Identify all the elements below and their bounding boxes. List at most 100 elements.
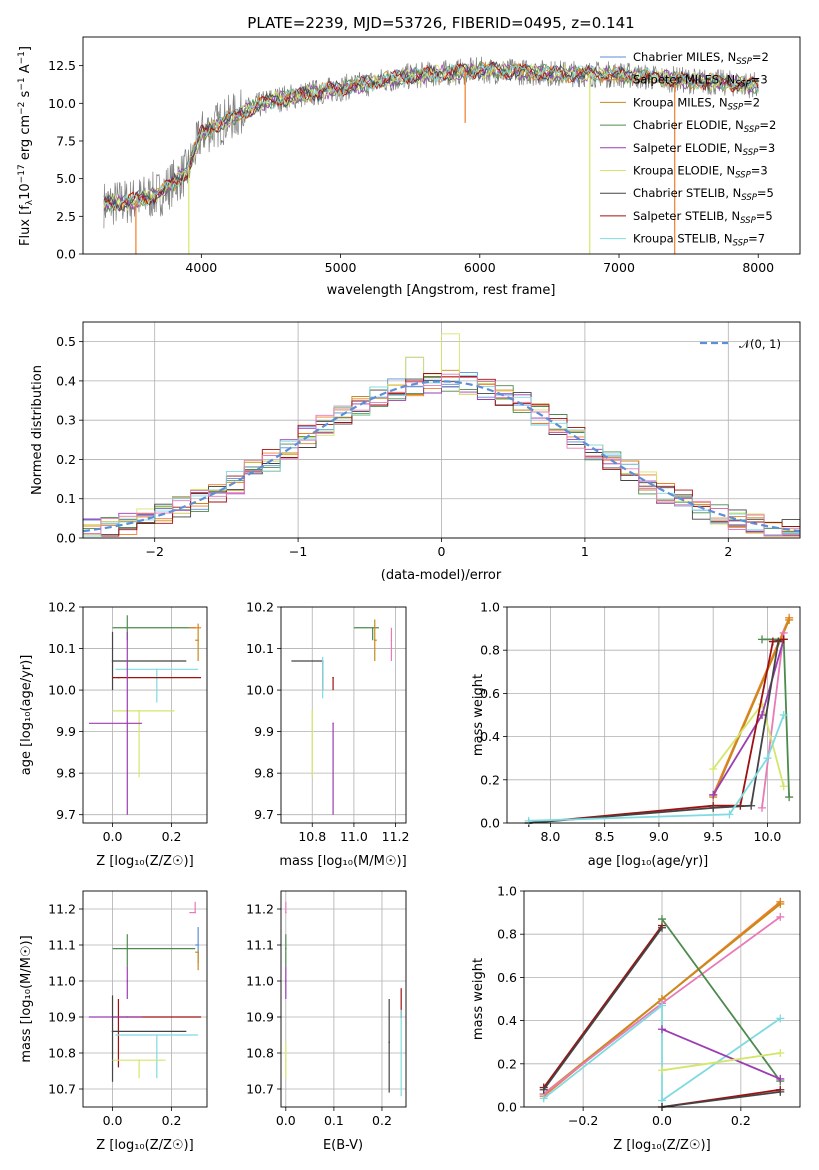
weight_vs_Z-series-3: [542, 925, 663, 1089]
residuals-xtick-label-0: −2: [145, 544, 163, 559]
mass_vs_Z-ytick-label-1: 10.8: [48, 1046, 76, 1061]
mass_vs_Z-point-4: [126, 980, 129, 982]
mass_vs_Z-frame: [82, 890, 208, 1108]
weight_vs_Z-xtick-label-2: 0.2: [731, 1113, 751, 1128]
age_vs_mass-point-5: [332, 676, 334, 679]
age_vs_Z-ytick-label-0: 9.7: [56, 807, 76, 822]
mass_vs_Z-ytick-label-5: 11.2: [48, 902, 76, 917]
weight_vs_Z-marker-8-1: [776, 1049, 785, 1057]
weight_vs_age-xtick-label-1: 8.5: [595, 829, 615, 844]
age_vs_mass-point-1: [373, 639, 376, 642]
mass_vs_ebv-points: [285, 901, 402, 1097]
weight_vs_Z-marker-2-2: [776, 912, 785, 921]
legend-label-6: Chabrier STELIB, NSSP=5: [633, 186, 774, 203]
age_vs_mass-xtick-label-0: 10.8: [298, 829, 326, 844]
weight_vs_Z-series-7: [661, 1028, 781, 1080]
age-vs-mass-panel: mass [log₁₀(M/M☉)] 10.8 11.0 11.2 9.7 9.8 9.9…: [246, 600, 409, 870]
spectrum-xtick-label-0: 4000: [185, 260, 217, 275]
weight_vs_age-marker-4-1: [758, 711, 767, 719]
spectrum-xtick-label-2: 6000: [464, 260, 496, 275]
residuals-panel: (data-model)/error Normed distribution −…: [30, 321, 801, 583]
legend-label-0: Chabrier MILES, NSSP=2: [633, 50, 769, 67]
weight_vs_Z-series-8: [661, 1052, 781, 1072]
weight_vs_age-series-7: [528, 641, 780, 824]
weight_vs_age-ytick-label-5: 1.0: [480, 600, 500, 615]
mass_vs_ebv-point-6: [400, 1052, 402, 1054]
age_vs_Z-point-5: [117, 676, 120, 679]
weight_vs_Z-marker-7-1: [776, 1074, 785, 1083]
weight_vs_age-ytick-label-3: 0.6: [480, 686, 500, 701]
weight_vs_Z-ytick-label-5: 1.0: [497, 884, 517, 899]
age_vs_mass-point-4: [321, 668, 324, 671]
weight_vs_Z-ytick-label-3: 0.6: [497, 970, 517, 985]
spectrum-xtick-label-4: 8000: [742, 260, 774, 275]
spectrum-xtick-label-3: 7000: [603, 260, 635, 275]
age_vs_mass-point-2: [390, 639, 393, 642]
legend-label-5: Kroupa ELODIE, NSSP=3: [633, 164, 768, 181]
mass_vs_Z-point-1: [197, 944, 199, 946]
weight_vs_age-ytick-label-0: 0.0: [480, 816, 500, 831]
age_vs_Z-xtick-label-1: 0.2: [162, 829, 182, 844]
weight_vs_age-ytick-label-4: 0.8: [480, 643, 500, 658]
residuals-ylabel: Normed distribution: [30, 365, 45, 495]
spectrum-xtick-label-1: 5000: [325, 260, 357, 275]
weight_vs_age-marker-1-1: [785, 615, 794, 624]
age_vs_mass-point-7: [332, 722, 334, 725]
weight-vs-age-panel: age [log₁₀(age/yr)] mass weight 8.0 8.5 9.…: [471, 600, 801, 869]
legend-label-7: Salpeter STELIB, NSSP=5: [633, 209, 773, 226]
weight_vs_age-marker-5-0: [758, 635, 767, 644]
residuals-xtick-label-3: 1: [581, 544, 589, 559]
weight_vs_Z-marker-8-0: [658, 1066, 666, 1075]
weight_vs_Z-series-4: [542, 927, 663, 1091]
mass-z-ylabel: mass [log₁₀(M/M☉)]: [19, 935, 34, 1062]
mass_vs_Z-ytick-label-3: 11.0: [48, 974, 76, 989]
weight-vs-z-panel: Z [log₁₀(Z/Z☉)] mass weight −0.2 0.0 0.2 0.…: [471, 884, 801, 1153]
weight_vs_Z-series-5: [543, 1003, 781, 1103]
spectrum-ytick-label-3: 7.5: [56, 133, 76, 148]
mass_vs_ebv-ytick-label-1: 10.8: [246, 1046, 274, 1061]
weight-z-ylabel: mass weight: [471, 958, 486, 1040]
mass-ebv-xlabel: E(B-V): [323, 1138, 363, 1153]
residuals-xtick-label-1: −1: [289, 544, 307, 559]
age_vs_Z-frame: [82, 606, 208, 824]
age_vs_mass-ytick-label-0: 9.7: [254, 807, 274, 822]
mass_vs_ebv-xtick-label-2: 0.2: [372, 1113, 392, 1128]
spectrum-ylabel: Flux [fλ10−17 erg cm−2 s−1 A−1]: [17, 46, 35, 246]
weight_vs_age-series-2: [761, 632, 785, 809]
mass_vs_ebv-ytick-label-3: 11.0: [246, 974, 274, 989]
weight_vs_Z-ytick-label-2: 0.4: [497, 1013, 517, 1028]
spectrum-model-salpeter_stelib: [103, 61, 759, 212]
age_vs_mass-ytick-label-5: 10.2: [246, 600, 274, 615]
weight_vs_Z-marker-4-0: [539, 1085, 548, 1094]
mass_vs_ebv-point-3: [285, 1059, 287, 1061]
spectrum-ytick-label-1: 2.5: [56, 209, 76, 224]
spectrum-model-kroupa_stelib: [103, 63, 759, 213]
legend-label-2: Kroupa MILES, NSSP=2: [633, 95, 760, 112]
weight_vs_Z-ytick-label-0: 0.0: [497, 1100, 517, 1115]
age_vs_Z-point-7: [126, 722, 129, 725]
age-z-xlabel: Z [log₁₀(Z/Z☉)]: [96, 854, 193, 869]
age_vs_mass-points: [291, 619, 393, 815]
age_vs_Z-ytick-label-1: 9.8: [56, 766, 76, 781]
weight_vs_age-marker-8-3: [779, 711, 788, 719]
mass_vs_Z-point-0: [194, 911, 196, 914]
mass_vs_ebv-point-4: [388, 1041, 390, 1043]
legend-label-8: Kroupa STELIB, NSSP=7: [633, 232, 765, 249]
weight_vs_age-marker-3-2: [779, 782, 788, 791]
weight_vs_Z-frame: [523, 890, 801, 1108]
weight_vs_Z-series-10: [661, 1091, 781, 1108]
mass_vs_ebv-point-2: [285, 980, 287, 982]
weight_vs_Z-marker-4-1: [658, 923, 666, 932]
age_vs_mass-xtick-label-1: 11.0: [340, 829, 368, 844]
mass_vs_Z-point-9: [138, 1059, 140, 1061]
age_vs_mass-xtick-label-2: 11.2: [382, 829, 410, 844]
weight_vs_age-marker-4-0: [709, 790, 718, 799]
age_vs_mass-point-6: [311, 710, 314, 712]
residuals-xtick-label-4: 2: [724, 544, 732, 559]
mass-vs-ebv-panel: E(B-V) 0.0 0.1 0.2 10.7 10.8 10.9 11.0 11.1 11.2: [246, 890, 407, 1153]
age-vs-z-panel: Z [log₁₀(Z/Z☉)] age [log₁₀(age/yr)] 0.0 0…: [19, 600, 208, 869]
legend-label-4: Salpeter ELODIE, NSSP=3: [633, 141, 775, 158]
weight_vs_age-xtick-label-3: 9.5: [703, 829, 723, 844]
mass_vs_ebv-xtick-label-0: 0.0: [276, 1113, 296, 1128]
weight_vs_Z-series-6: [661, 918, 782, 1082]
